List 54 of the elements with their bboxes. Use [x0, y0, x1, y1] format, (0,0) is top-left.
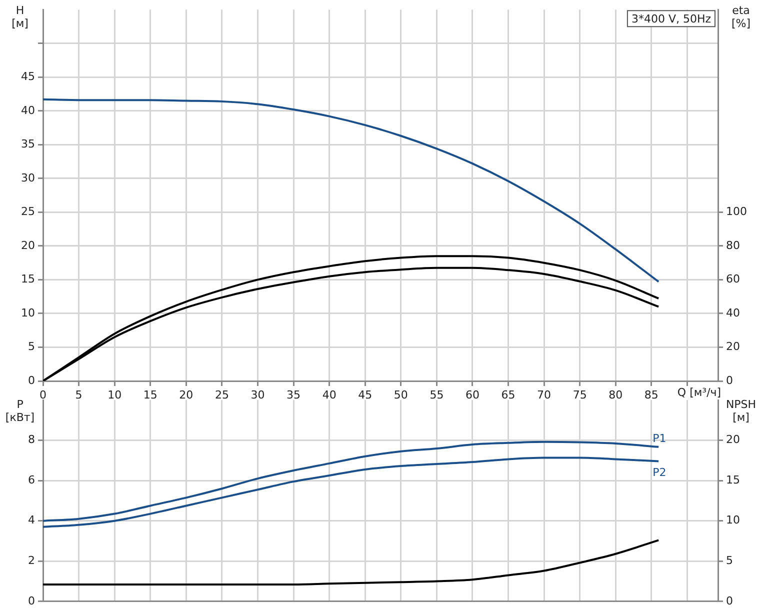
x-tick-label: 65	[501, 388, 516, 402]
y-tick-label: 40	[21, 104, 35, 117]
y-tick-label: 20	[21, 238, 35, 252]
line-series	[43, 98, 660, 283]
y-tick-label: 2	[28, 554, 35, 567]
y2-tick-label: 100	[726, 205, 747, 218]
x-tick-label: 75	[572, 388, 587, 402]
y-tick-label: 0	[28, 374, 35, 387]
y2-tick-label: 0	[726, 374, 733, 387]
line-series	[43, 539, 660, 586]
x-tick-label: 0	[40, 388, 46, 402]
x-tick-label: 55	[430, 388, 444, 402]
x-tick-label: 40	[322, 388, 336, 402]
annotation: 3*400 V, 50Hz	[631, 12, 712, 26]
y-tick-label: 8	[28, 433, 35, 446]
y2-tick-label: 40	[726, 306, 740, 320]
y2-tick-label: 80	[726, 238, 740, 252]
x-tick-label: 5	[75, 388, 82, 402]
y2-tick-label: 5	[726, 554, 733, 567]
x-tick-label: 10	[108, 388, 122, 402]
y-tick-label: 5	[28, 340, 35, 354]
x-tick-label: 80	[608, 388, 623, 402]
x-tick-label: 45	[358, 388, 372, 402]
x-tick-label: 25	[214, 388, 229, 402]
y2-tick-label: 20	[726, 340, 740, 354]
x-tick-label: 60	[465, 388, 480, 402]
x-tick-label: 35	[286, 388, 301, 402]
y-tick-label: 10	[21, 306, 35, 320]
y2-tick-label: 10	[726, 514, 740, 527]
y2-axis-title: eta [%]	[731, 4, 751, 30]
y2-tick-label: 0	[726, 594, 733, 608]
y-tick-label: 30	[21, 171, 35, 184]
series-label: P1	[652, 432, 666, 445]
x-tick-label: 15	[143, 388, 158, 402]
y-axis-title: H [м]	[12, 4, 28, 30]
series-label: P2	[652, 466, 666, 480]
y2-tick-label: 60	[726, 272, 740, 286]
x-tick-label: 50	[394, 388, 408, 402]
y-tick-label: 25	[21, 205, 35, 218]
y-tick-label: 4	[28, 514, 35, 527]
y-tick-label: 15	[21, 272, 35, 286]
x-tick-label: 85	[644, 388, 658, 402]
y2-tick-label: 20	[726, 433, 740, 446]
x-tick-label: 20	[179, 388, 194, 402]
x-tick-label: 70	[537, 388, 552, 402]
y-axis-title: P [кВт]	[5, 398, 35, 424]
x-axis-title: Q [м³/ч]	[677, 386, 722, 399]
y-tick-label: 35	[21, 138, 35, 151]
y2-axis-title: NPSH [м]	[726, 398, 756, 424]
y-tick-label: 0	[28, 594, 35, 608]
y-tick-label: 45	[21, 70, 35, 83]
x-tick-label: 30	[250, 388, 265, 402]
y-tick-label: 6	[28, 473, 35, 486]
y2-tick-label: 15	[726, 473, 740, 486]
